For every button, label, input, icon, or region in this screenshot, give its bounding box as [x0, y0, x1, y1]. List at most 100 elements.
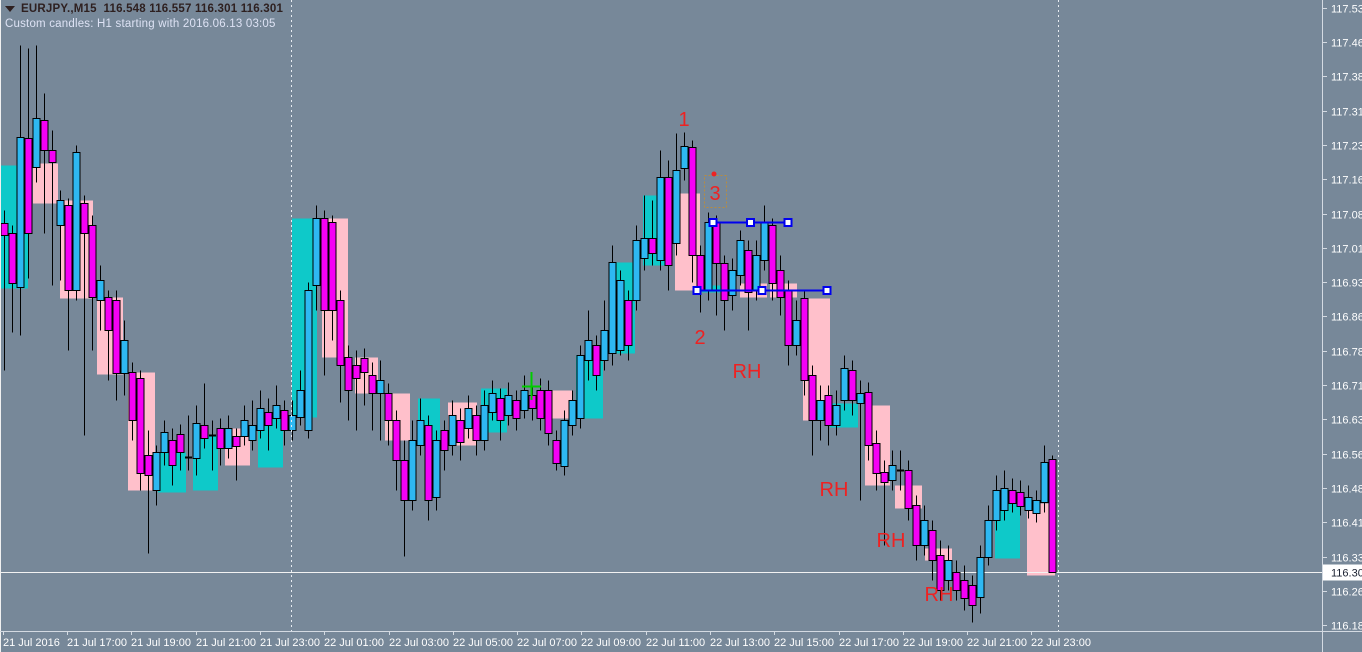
- candle-body: [152, 452, 161, 491]
- price-axis-label[interactable]: 116.185: [1331, 621, 1362, 633]
- text-selection-box[interactable]: [704, 175, 727, 208]
- trendline-handle[interactable]: [692, 286, 702, 295]
- current-price-tag-text: 116.301: [1331, 568, 1362, 580]
- trendline-handle[interactable]: [783, 218, 793, 227]
- candle-body: [416, 420, 425, 446]
- candle-body: [264, 412, 273, 426]
- candle-body: [456, 420, 465, 443]
- trendline-handle[interactable]: [708, 218, 718, 227]
- time-axis-label[interactable]: 21 Jul 23:00: [260, 637, 320, 649]
- candle-body: [256, 408, 265, 431]
- candle-body: [192, 423, 201, 459]
- candle-body: [432, 440, 441, 498]
- candle-body: [424, 425, 433, 501]
- price-axis-label[interactable]: 117.010: [1331, 244, 1362, 256]
- annotation-number-2[interactable]: 2: [694, 327, 705, 349]
- time-axis-label[interactable]: 22 Jul 09:00: [581, 637, 641, 649]
- time-axis-label[interactable]: 22 Jul 17:00: [839, 637, 899, 649]
- price-axis-label[interactable]: 116.485: [1331, 484, 1362, 496]
- price-axis-label[interactable]: 116.635: [1331, 415, 1362, 427]
- time-axis-label[interactable]: 22 Jul 07:00: [517, 637, 577, 649]
- candle-body: [304, 290, 313, 431]
- candle-body: [696, 255, 705, 291]
- price-axis-label[interactable]: 117.235: [1331, 141, 1362, 153]
- candle-body: [928, 530, 937, 561]
- time-axis-label[interactable]: 22 Jul 19:00: [903, 637, 963, 649]
- candle-body: [632, 240, 641, 301]
- price-axis-label[interactable]: 116.785: [1331, 347, 1362, 359]
- time-axis-label[interactable]: 22 Jul 15:00: [774, 637, 834, 649]
- price-axis-label[interactable]: 116.335: [1331, 553, 1362, 565]
- trendline-handle[interactable]: [757, 286, 767, 295]
- annotation-number-1[interactable]: 1: [678, 109, 689, 131]
- trendline-handle[interactable]: [822, 286, 832, 295]
- candle-body: [440, 430, 449, 451]
- price-axis-label[interactable]: 116.410: [1331, 518, 1362, 530]
- time-axis-label[interactable]: 21 Jul 2016: [3, 637, 60, 649]
- annotation-rh-label[interactable]: RH: [925, 584, 954, 606]
- candle-body: [560, 420, 569, 467]
- candle-body: [904, 470, 913, 509]
- candle-body: [40, 120, 49, 151]
- time-axis-label[interactable]: 22 Jul 13:00: [710, 637, 770, 649]
- trendline-handle[interactable]: [746, 218, 755, 227]
- candle-body: [728, 270, 737, 296]
- candle-body: [392, 420, 401, 461]
- candle-body: [664, 177, 673, 266]
- candle-body: [824, 395, 833, 426]
- candle-body: [328, 222, 337, 311]
- candle-body: [888, 465, 897, 481]
- candle-body: [656, 177, 665, 261]
- price-axis-label[interactable]: 116.260: [1331, 587, 1362, 599]
- candle-body: [216, 428, 225, 449]
- time-axis-label[interactable]: 22 Jul 23:00: [1031, 637, 1091, 649]
- candle-body: [544, 390, 553, 434]
- price-axis-label[interactable]: 117.385: [1331, 72, 1362, 84]
- symbol-ohlc-header: EURJPY.,M15 116.548 116.557 116.301 116.…: [5, 3, 283, 15]
- candle-body: [616, 280, 625, 351]
- price-axis-label[interactable]: 116.935: [1331, 278, 1362, 290]
- time-axis-label[interactable]: 22 Jul 01:00: [324, 637, 384, 649]
- candle-body: [200, 425, 209, 439]
- time-axis-label[interactable]: 22 Jul 03:00: [389, 637, 449, 649]
- time-axis-label[interactable]: 21 Jul 19:00: [131, 637, 191, 649]
- candle-body: [480, 405, 489, 441]
- candle-body: [344, 357, 353, 391]
- annotation-rh-label[interactable]: RH: [820, 479, 849, 501]
- time-axis-label[interactable]: 22 Jul 11:00: [646, 637, 705, 649]
- candle-body: [1048, 459, 1057, 573]
- annotation-rh-label[interactable]: RH: [877, 530, 906, 552]
- candle-body: [744, 250, 753, 293]
- time-axis-label[interactable]: 21 Jul 17:00: [67, 637, 127, 649]
- price-axis-label[interactable]: 117.535: [1331, 4, 1362, 16]
- time-axis-label[interactable]: 22 Jul 21:00: [967, 637, 1027, 649]
- ohlc-values: 116.548 116.557 116.301 116.301: [103, 3, 284, 15]
- price-axis-label[interactable]: 116.860: [1331, 312, 1362, 324]
- price-axis-label[interactable]: 117.085: [1331, 210, 1362, 222]
- candle-body: [792, 320, 801, 346]
- candle-body: [72, 152, 81, 291]
- time-axis-label[interactable]: 21 Jul 21:00: [196, 637, 256, 649]
- annotation-rh-label[interactable]: RH: [733, 361, 762, 383]
- candle-body: [552, 440, 561, 464]
- candle-body: [176, 434, 185, 453]
- price-axis-label[interactable]: 117.310: [1331, 107, 1362, 119]
- candle-body: [848, 370, 857, 401]
- candle-body: [768, 225, 777, 284]
- price-axis-label[interactable]: 117.460: [1331, 38, 1362, 50]
- price-axis-label[interactable]: 116.710: [1331, 381, 1362, 393]
- candle-body: [920, 520, 929, 546]
- candle-body: [32, 118, 41, 168]
- chart-dropdown-triangle-icon: [5, 6, 15, 12]
- annotation-number-3[interactable]: 3: [709, 183, 720, 205]
- price-axis-label[interactable]: 116.560: [1331, 450, 1362, 462]
- candle-body: [624, 300, 633, 346]
- time-axis-label[interactable]: 22 Jul 05:00: [453, 637, 513, 649]
- candle-body: [832, 405, 841, 426]
- candle-body: [1024, 497, 1033, 511]
- candle-body: [800, 298, 809, 381]
- price-axis-label[interactable]: 117.160: [1331, 175, 1362, 187]
- candle-body: [472, 415, 481, 441]
